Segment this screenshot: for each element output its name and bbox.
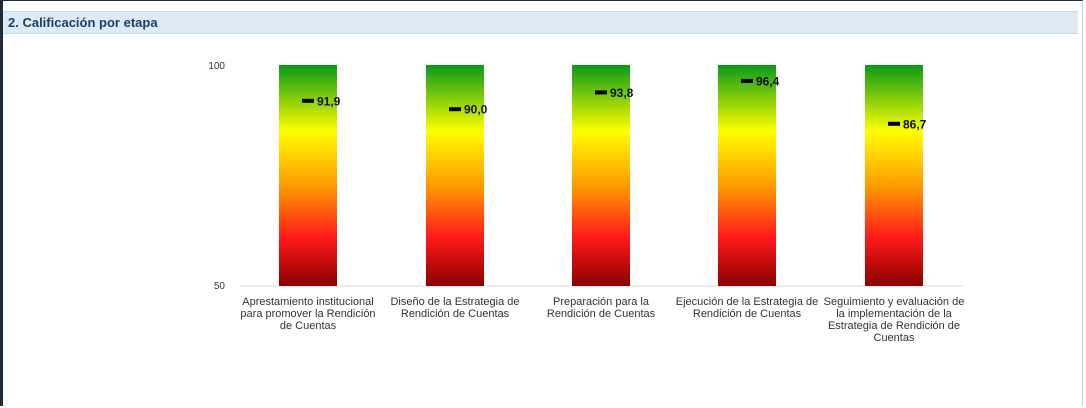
category-label: Aprestamiento institucional: [242, 296, 373, 308]
score-marker: [595, 90, 607, 95]
category-label: Estrategia de Rendición de: [828, 320, 960, 332]
y-tick-label: 100: [208, 61, 225, 72]
category-label: para promover la Rendición: [240, 308, 375, 320]
data-label: 96,4: [756, 74, 780, 88]
score-band-bar: [426, 65, 484, 286]
category-label: Rendición de Cuentas: [693, 308, 802, 320]
score-band-bar: [718, 65, 776, 286]
category-label: Ejecución de la Estrategia de: [676, 296, 818, 308]
score-marker: [449, 107, 461, 112]
category-label: Preparación para la: [553, 296, 650, 308]
section-title: 2. Calificación por etapa: [8, 15, 158, 30]
data-label: 86,7: [903, 117, 927, 131]
section-header: 2. Calificación por etapa: [3, 11, 1078, 34]
score-marker: [741, 78, 753, 83]
score-marker: [302, 98, 314, 103]
score-band-bar: [865, 65, 923, 286]
category-label: Cuentas: [874, 332, 915, 344]
y-tick-label: 50: [214, 281, 226, 292]
category-label: la implementación de la: [836, 308, 952, 320]
score-band-bar: [572, 65, 630, 286]
markers-layer: 91,9 90,0 93,8 96,4 86,7: [302, 74, 927, 131]
category-label: Rendición de Cuentas: [547, 308, 656, 320]
category-label: de Cuentas: [280, 320, 337, 332]
category-label: Seguimiento y evaluación de: [824, 296, 965, 308]
category-label: Diseño de la Estrategia de: [390, 296, 519, 308]
data-label: 93,8: [610, 86, 634, 100]
data-label: 91,9: [317, 94, 341, 108]
category-label: Rendición de Cuentas: [401, 308, 510, 320]
data-label: 90,0: [464, 103, 488, 117]
bars-layer: [279, 65, 923, 286]
score-marker: [888, 121, 900, 126]
